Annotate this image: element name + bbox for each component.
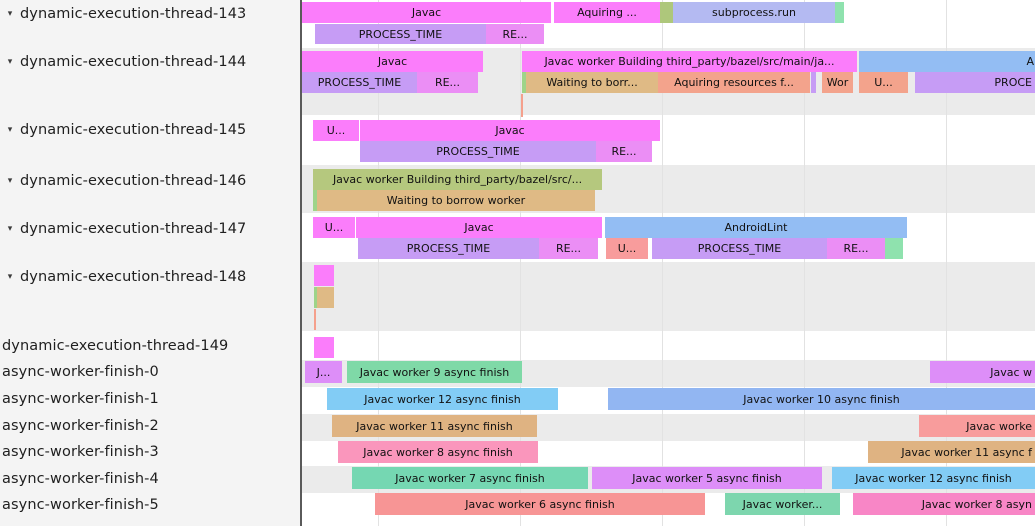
timeline-slice-thread-143[interactable]: Javac [302,2,551,23]
timeline-slice-async-1[interactable]: Javac worker 10 async finish [608,388,1035,410]
timeline-slice-thread-146[interactable]: Waiting to borrow worker [317,190,595,211]
timeline-slice-thread-144[interactable]: PROCESS_TIME [302,72,417,93]
timeline-slice-async-3[interactable]: Javac worker 11 async f [868,441,1035,463]
timeline-slice-async-4[interactable]: Javac worker 12 async finish [832,467,1035,489]
time-gridline [804,0,805,526]
sidebar-item-dynamic-execution-thread-149[interactable]: dynamic-execution-thread-149 [0,336,228,355]
sidebar-item-async-worker-finish-3[interactable]: async-worker-finish-3 [0,442,159,461]
sidebar-item-async-worker-finish-2[interactable]: async-worker-finish-2 [0,416,159,435]
timeline-slice-thread-147[interactable]: PROCESS_TIME [358,238,539,259]
timeline-canvas[interactable]: Javac Aquiring ... subprocess.run PROCESS_T… [302,0,1035,526]
timeline-slice-thread-147[interactable]: U... [606,238,648,259]
time-gridline [378,0,379,526]
timeline-slice-thread-147[interactable]: Javac [356,217,602,238]
collapse-triangle-icon[interactable]: ▾ [7,8,13,19]
timeline-slice-thread-144[interactable]: RE... [417,72,478,93]
track-name-sidebar: ▾ dynamic-execution-thread-143 ▾ dynamic-ex… [0,0,300,526]
track-row-background [302,331,1035,360]
timeline-slice-async-4[interactable]: Javac worker 5 async finish [592,467,822,489]
timeline-slice-sliver-thread-148[interactable] [314,265,334,286]
sidebar-item-dynamic-execution-thread-148[interactable]: ▾ dynamic-execution-thread-148 [0,267,247,286]
track-name-label: async-worker-finish-1 [2,390,159,407]
sidebar-item-async-worker-finish-5[interactable]: async-worker-finish-5 [0,495,159,514]
time-gridline [946,0,947,526]
instant-event-marker [521,94,523,117]
timeline-slice-thread-146[interactable]: Javac worker Building third_party/bazel/… [313,169,602,190]
timeline-slice-thread-144[interactable]: Javac [302,51,483,72]
collapse-triangle-icon[interactable]: ▾ [7,56,13,67]
collapse-triangle-icon[interactable]: ▾ [7,223,13,234]
timeline-slice-async-3[interactable]: Javac worker 8 async finish [338,441,538,463]
timeline-slice-sliver-thread-148[interactable] [314,287,317,308]
timeline-slice-async-2[interactable]: Javac worke [919,415,1035,437]
timeline-slice-thread-144[interactable]: Wor [822,72,853,93]
time-gridline [662,0,663,526]
instant-event-marker [314,309,316,330]
timeline-slice-sliver-thread-148[interactable] [317,287,334,308]
sidebar-item-dynamic-execution-thread-144[interactable]: ▾ dynamic-execution-thread-144 [0,52,247,71]
track-name-label: async-worker-finish-4 [2,470,159,487]
timeline-slice-sliver-thread-149[interactable] [314,337,334,358]
sidebar-item-async-worker-finish-4[interactable]: async-worker-finish-4 [0,469,159,488]
track-name-label: async-worker-finish-5 [2,496,159,513]
timeline-slice-async-4[interactable]: Javac worker 7 async finish [352,467,588,489]
track-row-background [302,262,1035,331]
timeline-slice-async-0[interactable]: J... [305,361,342,383]
timeline-slice-thread-147[interactable]: RE... [827,238,885,259]
timeline-slice-thread-143[interactable]: PROCESS_TIME [315,24,486,44]
track-name-label: dynamic-execution-thread-145 [20,121,247,138]
track-name-label: dynamic-execution-thread-143 [20,5,247,22]
timeline-slice-thread-145[interactable]: PROCESS_TIME [360,141,596,162]
timeline-slice-thread-144[interactable]: Waiting to borr... [526,72,658,93]
timeline-slice-async-5[interactable]: Javac worker... [725,493,840,515]
sidebar-item-async-worker-finish-1[interactable]: async-worker-finish-1 [0,389,159,408]
track-name-label: dynamic-execution-thread-147 [20,220,247,237]
timeline-slice-thread-144[interactable]: U... [859,72,908,93]
timeline-slice-sliver-thread-143[interactable] [835,2,844,23]
timeline-slice-thread-144[interactable]: PROCE [915,72,1035,93]
timeline-slice-thread-144[interactable]: A [859,51,1035,72]
timeline-slice-async-0[interactable]: Javac worker 9 async finish [347,361,522,383]
time-gridline [520,0,521,526]
timeline-slice-thread-143[interactable]: RE... [486,24,544,44]
timeline-slice-sliver-thread-146[interactable] [313,190,317,211]
collapse-triangle-icon[interactable]: ▾ [7,175,13,186]
track-name-label: dynamic-execution-thread-148 [20,268,247,285]
timeline-slice-sliver-thread-144[interactable] [522,72,526,93]
timeline-slice-thread-143[interactable]: subprocess.run [673,2,835,23]
timeline-slice-thread-145[interactable]: U... [313,120,359,141]
collapse-triangle-icon[interactable]: ▾ [7,124,13,135]
collapse-triangle-icon[interactable]: ▾ [7,271,13,282]
track-name-label: dynamic-execution-thread-149 [2,337,229,354]
sidebar-divider [300,0,302,526]
timeline-slice-thread-147[interactable]: AndroidLint [605,217,907,238]
track-name-label: dynamic-execution-thread-144 [20,53,247,70]
timeline-slice-async-5[interactable]: Javac worker 6 async finish [375,493,705,515]
sidebar-item-async-worker-finish-0[interactable]: async-worker-finish-0 [0,362,159,381]
timeline-slice-sliver-thread-143[interactable] [660,2,673,23]
sidebar-item-dynamic-execution-thread-146[interactable]: ▾ dynamic-execution-thread-146 [0,171,247,190]
sidebar-item-dynamic-execution-thread-143[interactable]: ▾ dynamic-execution-thread-143 [0,4,247,23]
timeline-slice-async-5[interactable]: Javac worker 8 asyn [853,493,1035,515]
track-name-label: async-worker-finish-0 [2,363,159,380]
timeline-slice-thread-144[interactable]: Aquiring resources f... [658,72,810,93]
timeline-slice-thread-147[interactable]: RE... [539,238,598,259]
timeline-slice-thread-147[interactable]: U... [313,217,355,238]
track-name-label: async-worker-finish-3 [2,443,159,460]
timeline-slice-thread-145[interactable]: Javac [360,120,660,141]
timeline-slice-async-1[interactable]: Javac worker 12 async finish [327,388,558,410]
timeline-slice-async-2[interactable]: Javac worker 11 async finish [332,415,537,437]
track-name-label: dynamic-execution-thread-146 [20,172,247,189]
track-name-label: async-worker-finish-2 [2,417,159,434]
timeline-slice-thread-147[interactable]: PROCESS_TIME [652,238,827,259]
timeline-slice-thread-144[interactable]: Javac worker Building third_party/bazel/… [522,51,857,72]
timeline-slice-sliver-thread-144[interactable] [811,72,816,93]
timeline-slice-async-0[interactable]: Javac w [930,361,1035,383]
timeline-slice-thread-145[interactable]: RE... [596,141,652,162]
sidebar-item-dynamic-execution-thread-145[interactable]: ▾ dynamic-execution-thread-145 [0,120,247,139]
timeline-slice-thread-143[interactable]: Aquiring ... [554,2,660,23]
timeline-slice-sliver-thread-147[interactable] [885,238,903,259]
sidebar-item-dynamic-execution-thread-147[interactable]: ▾ dynamic-execution-thread-147 [0,219,247,238]
